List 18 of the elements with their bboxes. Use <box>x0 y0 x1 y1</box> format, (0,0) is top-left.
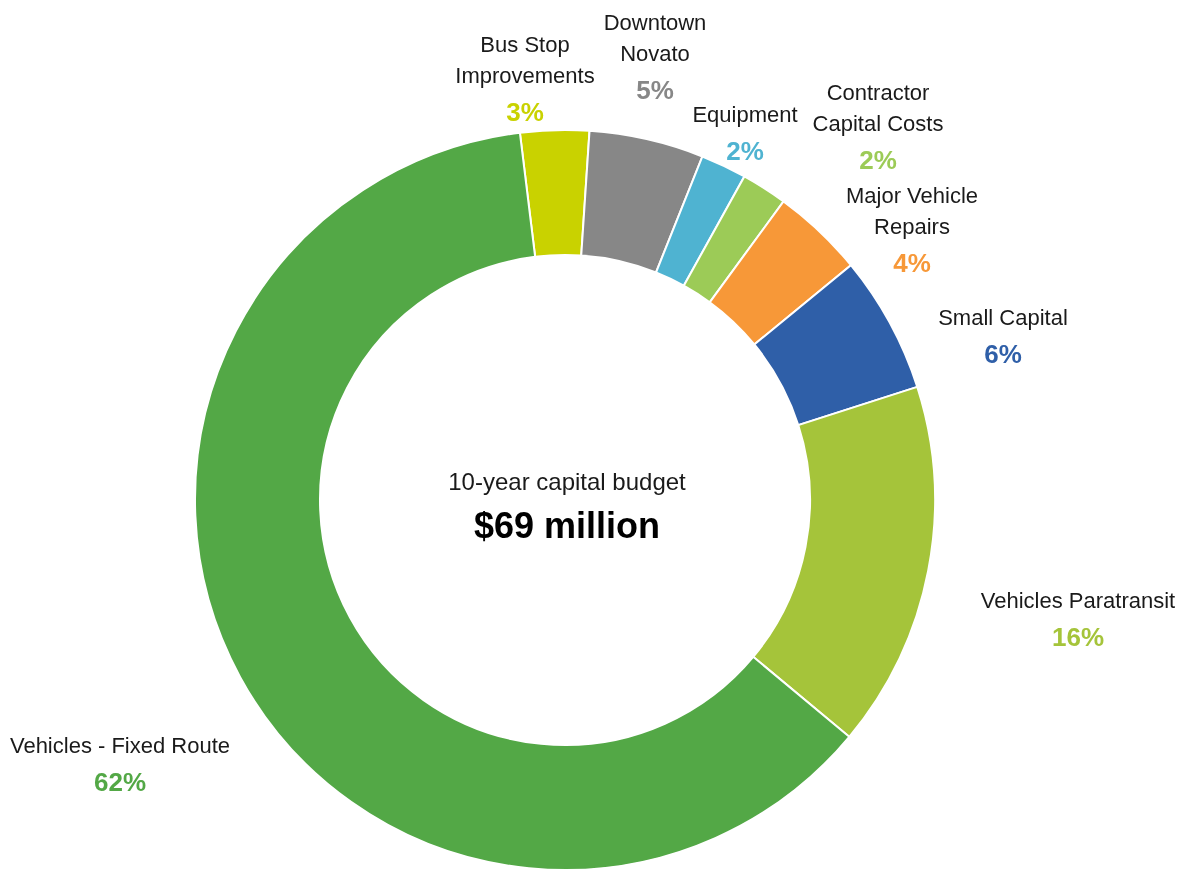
text: $69 million <box>473 505 661 546</box>
slice-label: Downtown Novato <box>603 10 707 66</box>
data-label: 62% <box>93 767 147 797</box>
slice-label: Small Capital <box>938 305 1068 330</box>
data-label: 4% <box>893 248 931 278</box>
data-label: 2% <box>726 136 764 166</box>
data-label: 2% <box>859 145 897 175</box>
data-label: 16% <box>1051 622 1105 652</box>
slice-label: Vehicles Paratransit <box>980 588 1176 613</box>
text: 10-year capital budget <box>448 468 687 495</box>
data-label: 6% <box>984 339 1022 369</box>
slice-label: Bus Stop Improvements <box>455 32 595 88</box>
slice-label: Major Vehicle Repairs <box>845 183 979 239</box>
slice-label: Contractor Capital Costs <box>812 80 944 136</box>
slice-label: Vehicles - Fixed Route <box>9 733 231 758</box>
slice-label: Equipment <box>692 102 798 127</box>
data-label: 3% <box>506 97 544 127</box>
data-label: 5% <box>636 75 674 105</box>
